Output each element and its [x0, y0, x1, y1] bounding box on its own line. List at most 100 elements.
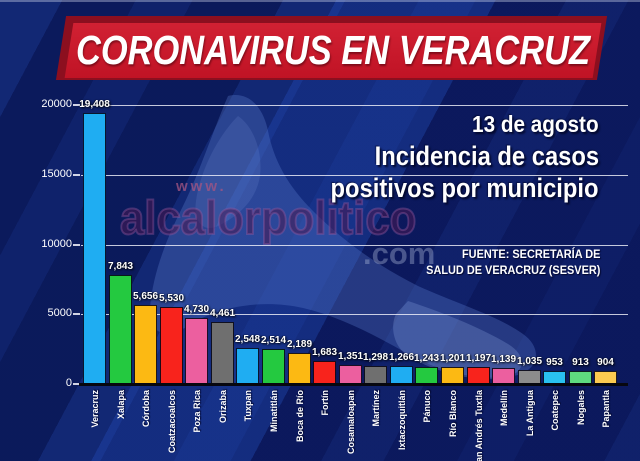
bar-group: 2,548 Tuxpan — [234, 105, 261, 455]
bar-category-text: Poza Rica — [191, 390, 202, 433]
bar-category-label: Coatepec — [543, 390, 566, 431]
bar-category-label: Ixtaczoquitlán — [390, 390, 413, 450]
bar-category-label: Río Blanco — [441, 390, 464, 437]
bar-category-label: Boca de Río — [288, 390, 311, 442]
bar-value-label: 2,514 — [260, 335, 287, 346]
bar — [467, 367, 490, 384]
bar-group: 19,408 Veracruz — [79, 99, 110, 455]
bar-value-label: 1,266 — [388, 352, 415, 363]
y-tick-10000 — [73, 243, 80, 246]
bar-category-text: Xalapa — [115, 390, 126, 420]
bar-group: 2,189 Boca de Río — [286, 105, 313, 455]
subtitle-line1: Incidencia de casos — [374, 141, 599, 171]
bar-category-label: San Andrés Tuxtla — [467, 390, 490, 461]
bar-value-label: 1,201 — [439, 353, 466, 364]
top-edge-highlight — [0, 0, 640, 2]
bar-group: 1,197 San Andrés Tuxtla — [465, 105, 492, 461]
bar-value-label: 4,461 — [209, 308, 236, 319]
bar-group: 1,351 Cosamaloapan — [337, 105, 364, 455]
bar-category-text: Orizaba — [217, 390, 228, 424]
bar-category-text: Fortín — [319, 390, 330, 416]
bar-category-text: Córdoba — [140, 390, 151, 427]
bar-value-label: 953 — [546, 357, 563, 368]
bar — [339, 365, 362, 384]
bar-category-label: La Antigua — [518, 390, 541, 436]
y-tick-5000 — [73, 313, 80, 316]
bar — [134, 305, 157, 384]
date-label: 13 de agosto — [472, 111, 599, 137]
y-axis-label-10000: 10000 — [41, 237, 72, 250]
bar-category-text: Coatepec — [549, 390, 560, 431]
bar-value-label: 904 — [597, 357, 614, 368]
bar-value-label: 1,197 — [465, 353, 492, 364]
y-axis-label-15000: 15000 — [41, 167, 72, 180]
bar-category-text: Martínez — [370, 390, 381, 427]
bar-category-label: Tuxpan — [236, 390, 259, 421]
bar-value-label: 4,730 — [183, 304, 210, 315]
bar — [492, 368, 515, 384]
source-line2: SALUD DE VERACRUZ (SESVER) — [425, 264, 600, 277]
bar — [109, 275, 132, 384]
page-title: CORONAVIRUS EN VERACRUZ — [75, 27, 591, 73]
bar — [185, 318, 208, 384]
bar-category-text: Minatitlán — [268, 390, 279, 432]
bar — [518, 370, 541, 384]
bar-category-label: Cosamaloapan — [339, 390, 362, 454]
bar-category-text: Cosamaloapan — [345, 390, 356, 455]
bar-value-label: 2,189 — [286, 339, 313, 350]
bar-category-text: Boca de Río — [294, 390, 305, 443]
source-attribution: FUENTE: SECRETARÍA DE SALUD DE VERACRUZ … — [426, 248, 600, 279]
bar — [288, 353, 311, 384]
bar — [415, 367, 438, 384]
bar-group: 4,461 Orizaba — [209, 105, 236, 455]
y-tick-20000 — [73, 104, 80, 106]
bar-category-text: Ixtaczoquitlán — [396, 390, 407, 451]
bar-category-text: Tuxpan — [242, 390, 253, 422]
bar — [262, 349, 285, 384]
bar-value-label: 1,139 — [490, 354, 517, 365]
bar-category-text: Veracruz — [89, 390, 100, 428]
gridline-5000 — [81, 314, 628, 316]
y-axis-label-0: 0 — [65, 377, 72, 389]
bar-value-label: 1,298 — [362, 352, 389, 363]
subtitle-line2: positivos por municipio — [331, 173, 599, 203]
gridline-15000 — [81, 174, 628, 176]
bar — [390, 366, 413, 384]
bar-value-label: 1,035 — [516, 356, 543, 367]
bar-category-label: Pánuco — [415, 390, 438, 423]
bar-group: 4,730 Poza Rica — [183, 105, 210, 455]
bar — [160, 307, 183, 384]
bar-category-text: Nogales — [575, 390, 586, 426]
bar — [441, 367, 464, 384]
title-banner: CORONAVIRUS EN VERACRUZ — [64, 23, 602, 78]
bar-value-label: 1,351 — [337, 351, 364, 362]
bar-category-label: Orizaba — [211, 390, 234, 423]
bar-group: 7,843 Xalapa — [108, 105, 133, 455]
bar — [313, 361, 336, 384]
bar-category-label: Fortín — [313, 390, 336, 416]
bar-value-label: 1,683 — [311, 347, 338, 358]
bar-value-label: 2,548 — [234, 334, 261, 345]
y-axis-label-20000: 20000 — [41, 98, 72, 110]
bar-value-label: 1,243 — [413, 353, 440, 364]
bar-value-label: 5,530 — [158, 293, 185, 304]
y-tick-0 — [73, 383, 80, 385]
bar-category-label: Martínez — [364, 390, 387, 427]
gridline-10000 — [81, 244, 628, 246]
bar-category-label: Poza Rica — [185, 390, 208, 433]
bar-value-label: 5,656 — [132, 291, 159, 302]
bar-group: 1,683 Fortín — [311, 105, 338, 455]
bar-category-label: Medellín — [492, 390, 515, 426]
bar-category-text: Río Blanco — [447, 390, 458, 438]
bar-category-text: La Antigua — [524, 390, 535, 437]
bar-category-text: Medellín — [498, 390, 509, 427]
bar-category-label: Minatitlán — [262, 390, 285, 432]
bar-category-label: Nogales — [569, 390, 592, 425]
gridline-20000 — [81, 105, 628, 106]
bar-value-label: 19,408 — [79, 99, 110, 110]
bar-category-label: Veracruz — [83, 390, 106, 428]
bar-group: 5,656 Córdoba — [132, 105, 159, 455]
bar — [364, 366, 387, 384]
source-line1: FUENTE: SECRETARÍA DE — [461, 249, 600, 261]
